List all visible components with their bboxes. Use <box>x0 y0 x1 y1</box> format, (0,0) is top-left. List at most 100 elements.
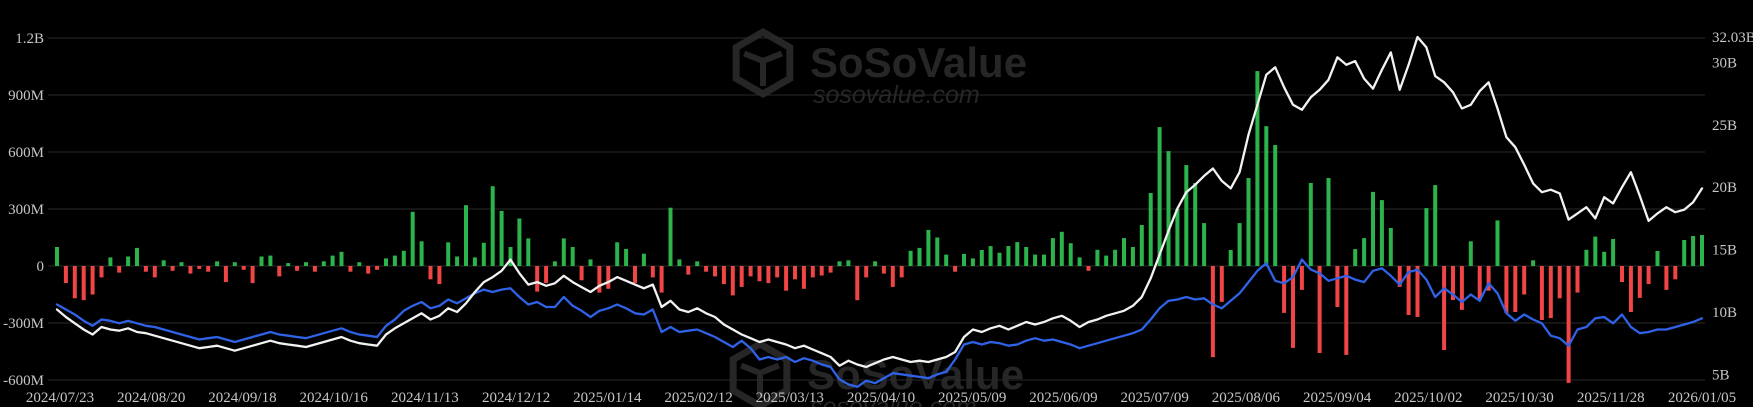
bar-up <box>472 257 477 266</box>
x-tick-label: 2025/01/14 <box>573 390 642 406</box>
bar-down <box>535 266 540 292</box>
bar-down <box>375 266 380 270</box>
y-left-tick-label: 600M <box>8 145 44 161</box>
watermark-domain-text: sosovalue.com <box>810 393 977 407</box>
bar-up <box>321 261 326 267</box>
bar-up <box>1308 183 1313 266</box>
bar-down <box>99 266 104 278</box>
bar-up <box>1166 151 1171 266</box>
bar-up <box>179 262 184 266</box>
bar-up <box>517 218 522 266</box>
bar-down <box>1513 266 1518 312</box>
bar-down <box>1219 266 1224 302</box>
x-tick-label: 2024/09/18 <box>208 390 276 406</box>
bar-down <box>739 266 744 287</box>
bar-up <box>1095 249 1100 266</box>
y-left-tick-label: 900M <box>8 88 44 104</box>
y-right-tick-label: 5B <box>1712 367 1730 383</box>
x-axis: 2024/07/23 2024/08/20 2024/09/18 2024/10/16… <box>26 390 1736 406</box>
bar-down <box>766 266 771 284</box>
bar-down <box>730 266 735 296</box>
bar-up <box>464 205 468 266</box>
bar-down <box>1522 266 1527 295</box>
x-tick-label: 2025/05/09 <box>938 390 1006 406</box>
bar-down <box>1415 266 1420 317</box>
watermark-brand-text: SoSoValue <box>807 351 1024 398</box>
bar-down <box>1335 266 1340 307</box>
bar-down <box>295 266 300 271</box>
x-tick-label: 2024/11/13 <box>391 390 459 406</box>
x-tick-label: 2025/06/09 <box>1029 390 1097 406</box>
x-tick-label: 2024/08/20 <box>117 390 185 406</box>
bar-down <box>1397 266 1402 287</box>
bar-up <box>1326 178 1331 266</box>
bar-down <box>757 266 762 282</box>
bar-down <box>1282 266 1287 313</box>
bar-down <box>1477 266 1482 300</box>
net-inflow-bars <box>55 71 1704 383</box>
y-left-tick-label: 300M <box>8 202 44 218</box>
bar-down <box>143 266 148 272</box>
bar-down <box>1673 266 1678 280</box>
x-tick-label: 2025/11/28 <box>1577 390 1645 406</box>
x-tick-label: 2024/07/23 <box>26 390 94 406</box>
bar-up <box>1139 225 1144 266</box>
bar-down <box>1406 266 1411 315</box>
bar-down <box>953 266 958 272</box>
bar-up <box>552 261 557 267</box>
bar-up <box>1157 127 1162 266</box>
bar-up <box>410 211 415 266</box>
bar-down <box>428 266 433 280</box>
bar-down <box>170 266 175 271</box>
bar-down <box>864 266 869 278</box>
x-tick-label: 2025/10/02 <box>1394 390 1462 406</box>
bar-up <box>526 238 531 266</box>
y-right-tick-label: 30B <box>1712 55 1737 71</box>
x-tick-label: 2024/12/12 <box>482 390 550 406</box>
bar-down <box>544 266 549 284</box>
bar-down <box>63 266 68 284</box>
bar-down <box>686 266 691 275</box>
bar-down <box>1451 266 1455 300</box>
bar-down <box>1442 266 1447 350</box>
bar-down <box>793 266 797 280</box>
sosovalue-cube-icon <box>732 27 794 99</box>
bar-down <box>277 266 282 277</box>
bar-up <box>1184 165 1189 266</box>
bar-up <box>357 262 362 266</box>
y-left-tick-label: -600M <box>3 373 44 389</box>
bar-up <box>615 242 620 267</box>
bar-up <box>1033 254 1038 266</box>
x-tick-label: 2025/03/13 <box>756 390 824 406</box>
bar-down <box>828 266 833 273</box>
bar-down <box>1628 266 1633 312</box>
bar-up <box>1113 249 1118 266</box>
bar-down <box>801 266 806 289</box>
bar-up <box>135 247 139 266</box>
bar-up <box>908 250 913 266</box>
bar-up <box>392 255 397 266</box>
bar-up <box>1593 236 1598 266</box>
bar-up <box>1379 200 1384 266</box>
bar-up <box>508 247 513 266</box>
x-tick-label: 2025/08/06 <box>1212 390 1281 406</box>
bar-up <box>384 258 388 266</box>
bar-up <box>1495 220 1500 266</box>
bar-up <box>401 250 406 266</box>
bar-up <box>970 258 975 266</box>
bar-up <box>1255 71 1260 266</box>
bar-down <box>117 266 122 273</box>
bar-down <box>312 266 317 272</box>
bar-down <box>366 266 371 274</box>
bar-up <box>1468 241 1473 266</box>
bar-up <box>668 207 673 266</box>
bar-down <box>704 266 709 272</box>
bar-up <box>455 256 460 266</box>
bar-up <box>917 247 922 266</box>
x-tick-label: 2025/04/10 <box>847 390 915 406</box>
bar-up <box>873 261 878 267</box>
bar-up <box>1077 257 1082 266</box>
